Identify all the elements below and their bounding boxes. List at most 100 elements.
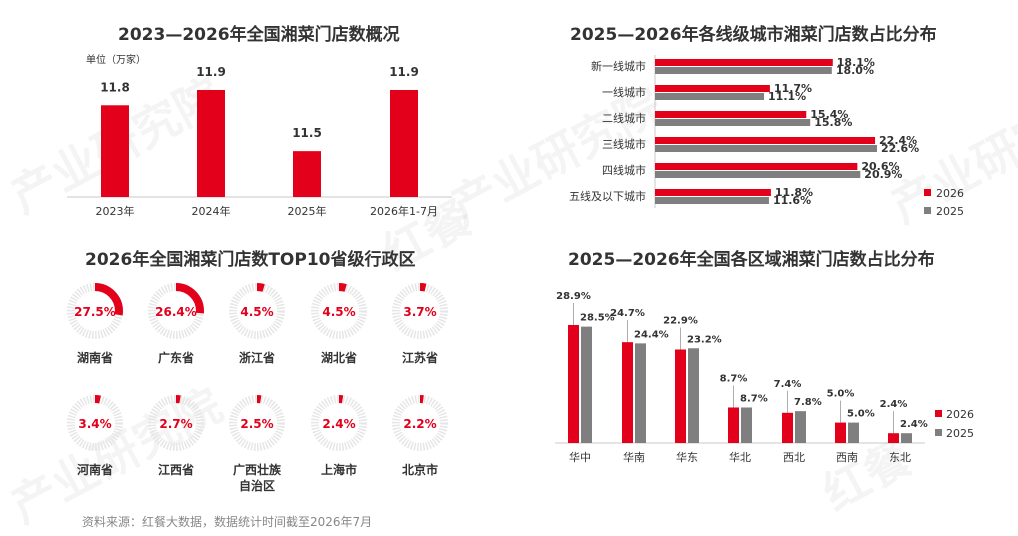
ring-slice: [229, 395, 285, 451]
y-tick-label: 五线及以下城市: [569, 189, 646, 203]
panel-title-regions: 2025—2026年全国各区域湘菜门店数占比分布: [568, 250, 935, 270]
province-label: 北京市: [402, 462, 438, 477]
data-label: 28.5%: [580, 313, 615, 324]
data-label: 5.0%: [847, 409, 875, 420]
data-label: 11.6%: [773, 194, 811, 207]
data-label: 2.4%: [900, 419, 928, 430]
bar: [655, 59, 833, 66]
data-label: 11.9: [196, 65, 226, 79]
data-label: 7.4%: [774, 379, 802, 390]
bar: [568, 325, 579, 443]
bar: [728, 407, 739, 443]
province-label: 广东省: [158, 350, 194, 365]
province-label: 江苏省: [402, 350, 438, 365]
bar: [655, 163, 858, 170]
x-tick-label: 华北: [729, 450, 751, 464]
data-label: 11.8%: [775, 186, 813, 199]
ring-slice: [67, 283, 123, 339]
data-label: 18.0%: [836, 64, 874, 77]
data-label: 7.8%: [794, 397, 822, 408]
y-tick-label: 新一线城市: [591, 59, 646, 73]
data-label: 28.9%: [556, 291, 591, 302]
bar: [835, 422, 846, 443]
x-tick-label: 华东: [676, 450, 698, 464]
province-label: 河南省: [76, 462, 113, 477]
data-label: 11.5: [292, 126, 322, 140]
bar: [888, 433, 899, 443]
data-label: 15.8%: [814, 116, 852, 129]
bar: [293, 151, 321, 197]
bar: [655, 67, 832, 74]
bar: [390, 90, 418, 197]
x-tick-label: 东北: [889, 451, 911, 464]
data-label: 23.2%: [687, 334, 722, 345]
data-label: 8.7%: [740, 393, 768, 404]
bar: [901, 433, 912, 443]
ring-slice: [67, 395, 123, 451]
bar: [655, 189, 771, 196]
unit-label: 单位（万家）: [86, 53, 146, 66]
ring-value-label: 4.5%: [240, 305, 273, 319]
bar: [675, 349, 686, 443]
province-label: 湖北省: [321, 350, 357, 365]
panel-title-city-tier: 2025—2026年各线级城市湘菜门店数占比分布: [570, 25, 937, 45]
panel-title-store-count: 2023—2026年全国湘菜门店数概况: [118, 25, 400, 45]
y-tick-label: 二线城市: [602, 111, 646, 125]
bar: [101, 105, 129, 197]
data-label: 11.9: [389, 65, 419, 79]
data-label: 2.4%: [880, 399, 908, 410]
data-label: 8.7%: [720, 373, 748, 384]
data-label: 20.9%: [864, 168, 902, 181]
x-tick-label: 西南: [836, 451, 858, 464]
bar: [782, 412, 793, 443]
x-tick-label: 2024年: [192, 204, 231, 218]
bar: [655, 137, 876, 144]
province-label: 广西壮族: [233, 462, 282, 477]
legend-swatch: [924, 207, 931, 214]
province-label: 浙江省: [239, 350, 275, 365]
x-tick-label: 华南: [623, 450, 645, 464]
source-footnote: 资料来源：红餐大数据，数据统计时间截至2026年7月: [82, 515, 373, 529]
bar: [655, 145, 877, 152]
data-label: 11.7%: [774, 82, 812, 95]
province-label: 湖南省: [77, 350, 113, 365]
ring-value-label: 2.4%: [322, 417, 355, 431]
legend-swatch: [935, 429, 942, 436]
bar: [655, 111, 807, 118]
data-label: 22.9%: [663, 315, 698, 326]
ring-slice: [148, 283, 204, 339]
y-tick-label: 三线城市: [602, 137, 646, 151]
bar: [581, 326, 592, 443]
bar: [622, 342, 633, 443]
ring-value-label: 3.4%: [78, 417, 111, 431]
bar: [741, 407, 752, 443]
legend-swatch: [935, 410, 942, 417]
ring-slice: [148, 395, 204, 451]
legend-label: 2026: [946, 408, 974, 421]
ring-slice: [392, 395, 448, 451]
province-label: 上海市: [321, 462, 357, 477]
ring-slice: [311, 395, 367, 451]
x-tick-label: 西北: [783, 451, 805, 464]
ring-slice: [392, 283, 448, 339]
data-label: 15.4%: [810, 108, 848, 121]
province-label: 自治区: [239, 478, 275, 493]
ring-value-label: 2.5%: [240, 417, 273, 431]
x-tick-label: 华中: [569, 450, 591, 464]
ring-value-label: 27.5%: [74, 305, 116, 319]
ring-value-label: 2.7%: [159, 417, 192, 431]
data-label: 18.1%: [837, 56, 875, 69]
x-tick-label: 2025年: [288, 204, 327, 218]
bar: [848, 422, 859, 443]
x-tick-label: 2023年: [96, 204, 135, 218]
bar: [655, 93, 765, 100]
data-label: 11.1%: [768, 90, 806, 103]
x-tick-label: 2026年1-7月: [370, 204, 438, 218]
legend-swatch: [924, 189, 931, 196]
ring-value-label: 3.7%: [403, 305, 436, 319]
ring-value-label: 4.5%: [322, 305, 355, 319]
bar: [655, 197, 769, 204]
bar: [795, 411, 806, 443]
panel-title-top10-provinces: 2026年全国湘菜门店数TOP10省级行政区: [85, 250, 416, 270]
